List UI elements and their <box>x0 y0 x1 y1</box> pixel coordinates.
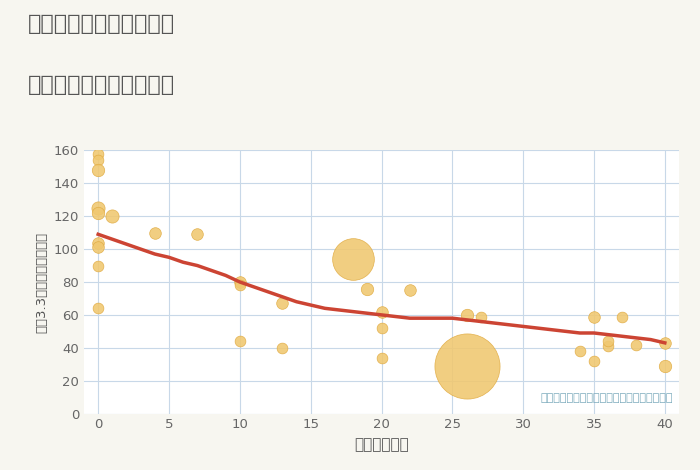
Point <box>276 300 288 307</box>
Point <box>234 282 246 289</box>
Point <box>92 239 104 246</box>
Point <box>461 362 472 369</box>
Point <box>631 341 642 348</box>
Point <box>92 166 104 174</box>
Point <box>659 339 671 347</box>
Point <box>92 150 104 157</box>
Point <box>362 285 373 292</box>
Point <box>376 308 387 315</box>
Point <box>149 229 160 236</box>
Text: 奈良県奈良市二名平野の: 奈良県奈良市二名平野の <box>28 14 175 34</box>
Text: 円の大きさは、取引のあった物件面積を示す: 円の大きさは、取引のあった物件面積を示す <box>540 393 673 403</box>
Point <box>589 313 600 321</box>
Point <box>659 362 671 369</box>
Y-axis label: 坪（3.3㎡）単価（万円）: 坪（3.3㎡）単価（万円） <box>35 231 48 333</box>
Point <box>92 305 104 312</box>
Point <box>92 157 104 164</box>
Point <box>348 255 359 263</box>
Point <box>92 262 104 269</box>
Point <box>404 286 415 294</box>
Point <box>376 354 387 361</box>
Point <box>475 313 486 321</box>
Point <box>617 313 628 321</box>
Point <box>276 344 288 352</box>
Point <box>92 204 104 212</box>
Point <box>92 243 104 251</box>
Point <box>461 311 472 319</box>
Point <box>234 337 246 345</box>
Point <box>603 337 614 345</box>
Point <box>106 212 118 220</box>
Point <box>92 209 104 217</box>
Point <box>589 357 600 365</box>
Point <box>234 278 246 286</box>
X-axis label: 築年数（年）: 築年数（年） <box>354 437 409 452</box>
Point <box>376 324 387 332</box>
Text: 築年数別中古戸建て価格: 築年数別中古戸建て価格 <box>28 75 175 95</box>
Point <box>603 342 614 350</box>
Point <box>192 230 203 238</box>
Point <box>574 347 585 355</box>
